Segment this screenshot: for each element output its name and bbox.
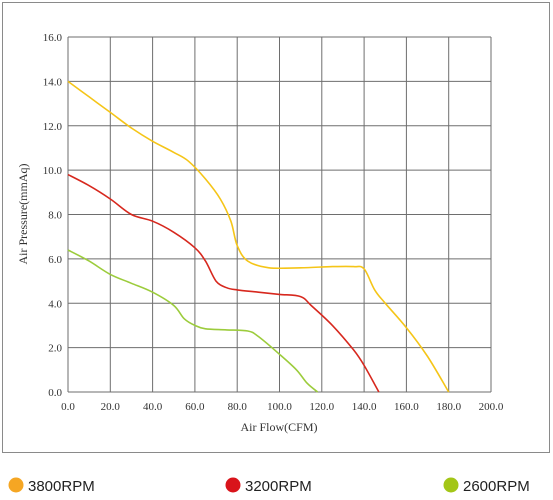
x-tick-label: 160.0 <box>394 401 419 413</box>
chart-frame <box>2 2 550 453</box>
x-tick-label: 200.0 <box>479 401 504 413</box>
legend: 3800RPM 3200RPM 2600RPM <box>8 477 530 495</box>
y-tick-label: 8.0 <box>48 210 62 222</box>
legend-label: 2600RPM <box>463 478 530 495</box>
y-axis-ticks: 0.0 2.0 4.0 6.0 8.0 10.0 12.0 14.0 16.0 <box>43 32 63 399</box>
legend-label: 3200RPM <box>245 478 312 495</box>
legend-item-3800rpm: 3800RPM <box>8 477 95 495</box>
series-line-3200rpm <box>67 173 380 393</box>
y-tick-label: 0.0 <box>48 387 62 399</box>
series-line-2600rpm <box>67 249 319 393</box>
y-axis-title: Air Pressure(mmAq) <box>16 164 30 265</box>
x-tick-label: 40.0 <box>143 401 163 413</box>
legend-item-2600rpm: 2600RPM <box>443 477 530 495</box>
y-tick-label: 2.0 <box>48 343 62 355</box>
x-tick-label: 140.0 <box>352 401 377 413</box>
series-line-3800rpm <box>67 80 450 393</box>
y-tick-label: 10.0 <box>43 165 63 177</box>
legend-label: 3800RPM <box>28 478 95 495</box>
y-tick-label: 16.0 <box>43 32 63 44</box>
x-tick-label: 80.0 <box>228 401 248 413</box>
y-tick-label: 4.0 <box>48 298 62 310</box>
x-tick-label: 20.0 <box>101 401 121 413</box>
y-tick-label: 14.0 <box>43 76 63 88</box>
x-tick-label: 60.0 <box>185 401 205 413</box>
legend-marker <box>443 477 459 493</box>
y-tick-label: 6.0 <box>48 254 62 266</box>
x-tick-label: 120.0 <box>309 401 334 413</box>
grid <box>67 36 492 393</box>
legend-marker <box>225 477 241 493</box>
x-axis-title: Air Flow(CFM) <box>240 420 317 434</box>
x-axis-ticks: 0.0 20.0 40.0 60.0 80.0 100.0 120.0 140.0 160.0 1… <box>61 401 504 413</box>
x-tick-label: 180.0 <box>436 401 461 413</box>
series-lines <box>67 80 450 393</box>
x-tick-label: 0.0 <box>61 401 75 413</box>
y-tick-label: 12.0 <box>43 121 63 133</box>
legend-marker <box>8 477 24 493</box>
legend-item-3200rpm: 3200RPM <box>225 477 312 495</box>
x-tick-label: 100.0 <box>267 401 292 413</box>
